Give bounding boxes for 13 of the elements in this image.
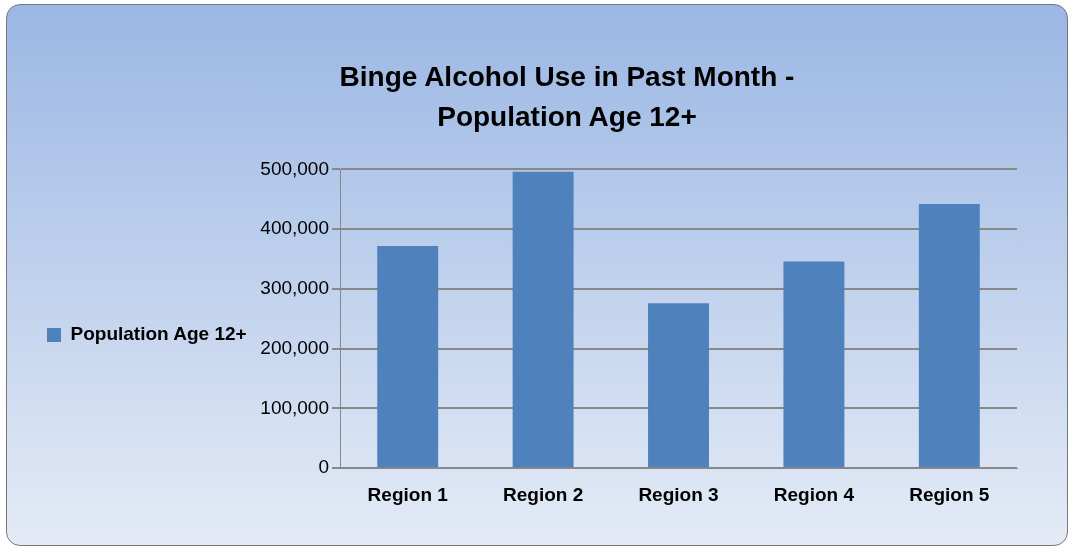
y-tick-label: 500,000 <box>260 157 330 179</box>
y-tick-label: 100,000 <box>260 396 330 418</box>
x-tick-label: Region 4 <box>773 483 855 505</box>
x-tick-label: Region 3 <box>638 483 719 505</box>
y-tick-label: 200,000 <box>260 336 330 358</box>
y-tick-label: 400,000 <box>260 217 330 239</box>
chart-title: Binge Alcohol Use in Past Month - Population Age 12+ <box>338 60 796 134</box>
x-tick-label: Region 5 <box>909 483 990 505</box>
x-tick-label: Region 2 <box>502 483 584 505</box>
y-tick-label: 300,000 <box>260 277 330 299</box>
x-tick-label: Region 1 <box>367 483 449 505</box>
legend-label: Population Age 12+ <box>70 323 247 345</box>
y-tick-label: 0 <box>318 456 330 478</box>
